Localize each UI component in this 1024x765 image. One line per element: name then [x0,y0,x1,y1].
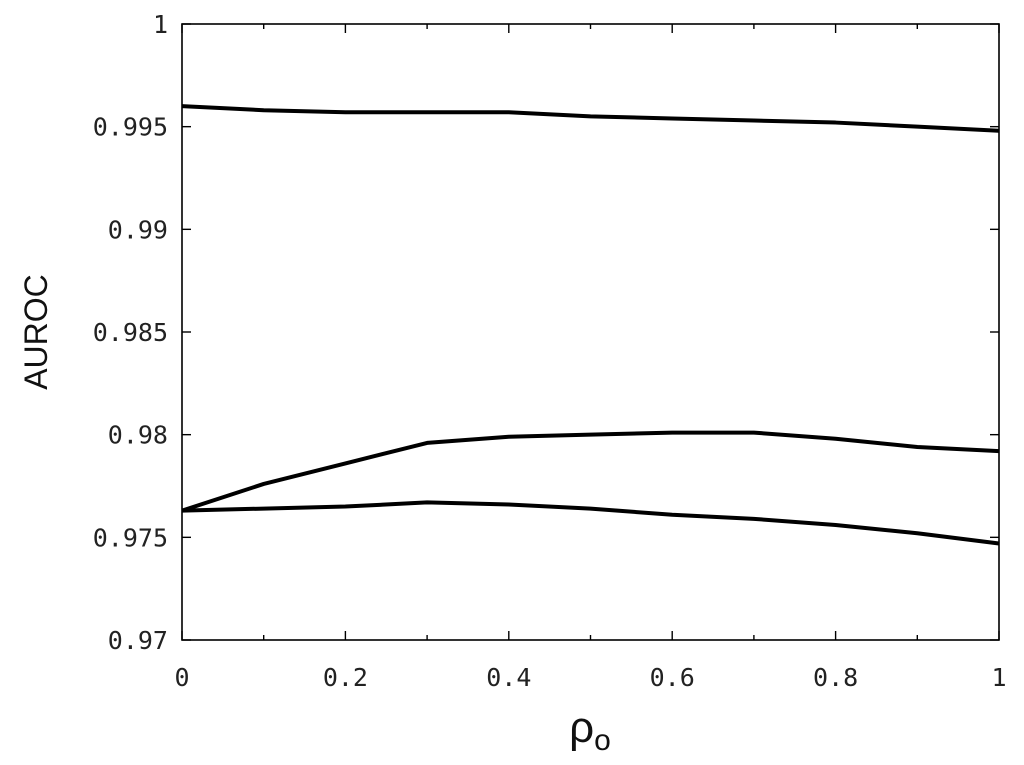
x-axis-title: ρo [569,703,611,757]
series-line-2 [181,430,1000,513]
y-tick-label: 0.995 [93,113,168,142]
y-tick-label: 0.97 [108,626,168,655]
series-line-1 [181,104,1000,133]
x-tick-label: 0 [174,663,189,692]
y-tick-label: 0.985 [93,318,168,347]
series-line-3 [181,500,1000,546]
x-axis-title-subscript: o [594,724,611,757]
y-tick-label: 0.975 [93,523,168,552]
y-tick-label: 0.99 [108,215,168,244]
y-axis-title: AUROC [18,274,54,390]
series-layer [181,104,1000,546]
y-tick-label: 0.98 [108,421,168,450]
y-tick-label: 1 [153,10,168,39]
x-tick-label: 1 [991,663,1006,692]
x-axis-title-main: ρ [569,703,594,752]
plot-frame [181,23,1000,641]
x-tick-label: 0.8 [813,663,858,692]
tick-labels: 0.97 0.975 0.98 0.985 0.99 0.995 1 0 0.2 0.4 0.6 0.… [93,10,1007,692]
x-tick-label: 0.4 [486,663,531,692]
x-tick-label: 0.6 [650,663,695,692]
x-tick-label: 0.2 [323,663,368,692]
